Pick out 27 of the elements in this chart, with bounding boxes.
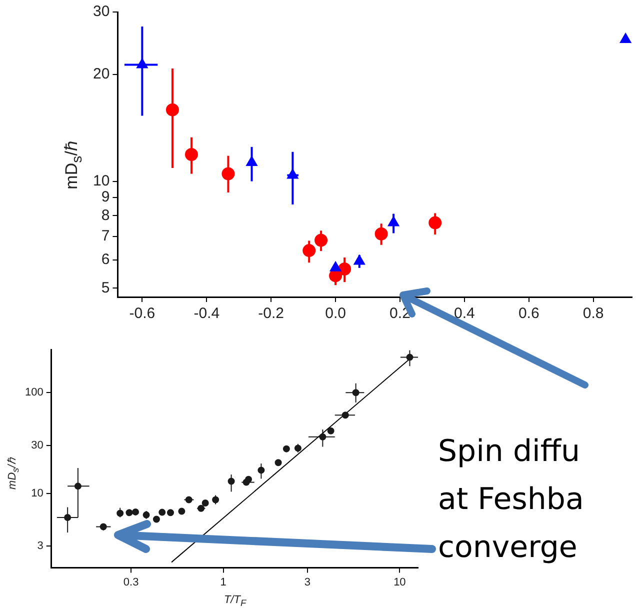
text: converge — [438, 529, 578, 567]
y-tick-label: 8 — [101, 206, 110, 224]
x-tick-label: 1 — [220, 576, 226, 588]
x-tick-label: -0.2 — [258, 305, 284, 322]
y-tick-label: 3 — [37, 540, 44, 552]
y-tick-label: 7 — [101, 227, 110, 244]
y-tick-label: 9 — [101, 188, 110, 206]
x-tick-label: -0.6 — [129, 305, 156, 322]
y-tick-label: 5 — [101, 279, 110, 296]
text: at Feshba — [438, 481, 584, 519]
x-tick-label: 0.8 — [582, 305, 604, 322]
x-tick-label: 0.0 — [325, 305, 346, 322]
y-tick-label: 10 — [92, 172, 110, 190]
y-tick-label: 30 — [31, 439, 44, 452]
x-tick-label: 0.6 — [518, 305, 540, 322]
x-tick-label: 0.3 — [123, 576, 139, 588]
text: Spin diffu — [438, 433, 582, 471]
x-tick-label: -0.4 — [194, 305, 220, 322]
x-tick-label: 10 — [394, 576, 406, 588]
y-tick-label: 20 — [92, 66, 110, 83]
x-tick-label: 3 — [304, 576, 311, 588]
y-tick-label: 6 — [101, 251, 110, 268]
y-tick-label: 30 — [92, 3, 110, 20]
x-tick-label: 0.4 — [454, 305, 475, 322]
y-tick-label: 10 — [31, 487, 44, 500]
x-axis-title: T/T$_{F}$ — [222, 594, 248, 608]
y-tick-label: 100 — [24, 386, 44, 399]
